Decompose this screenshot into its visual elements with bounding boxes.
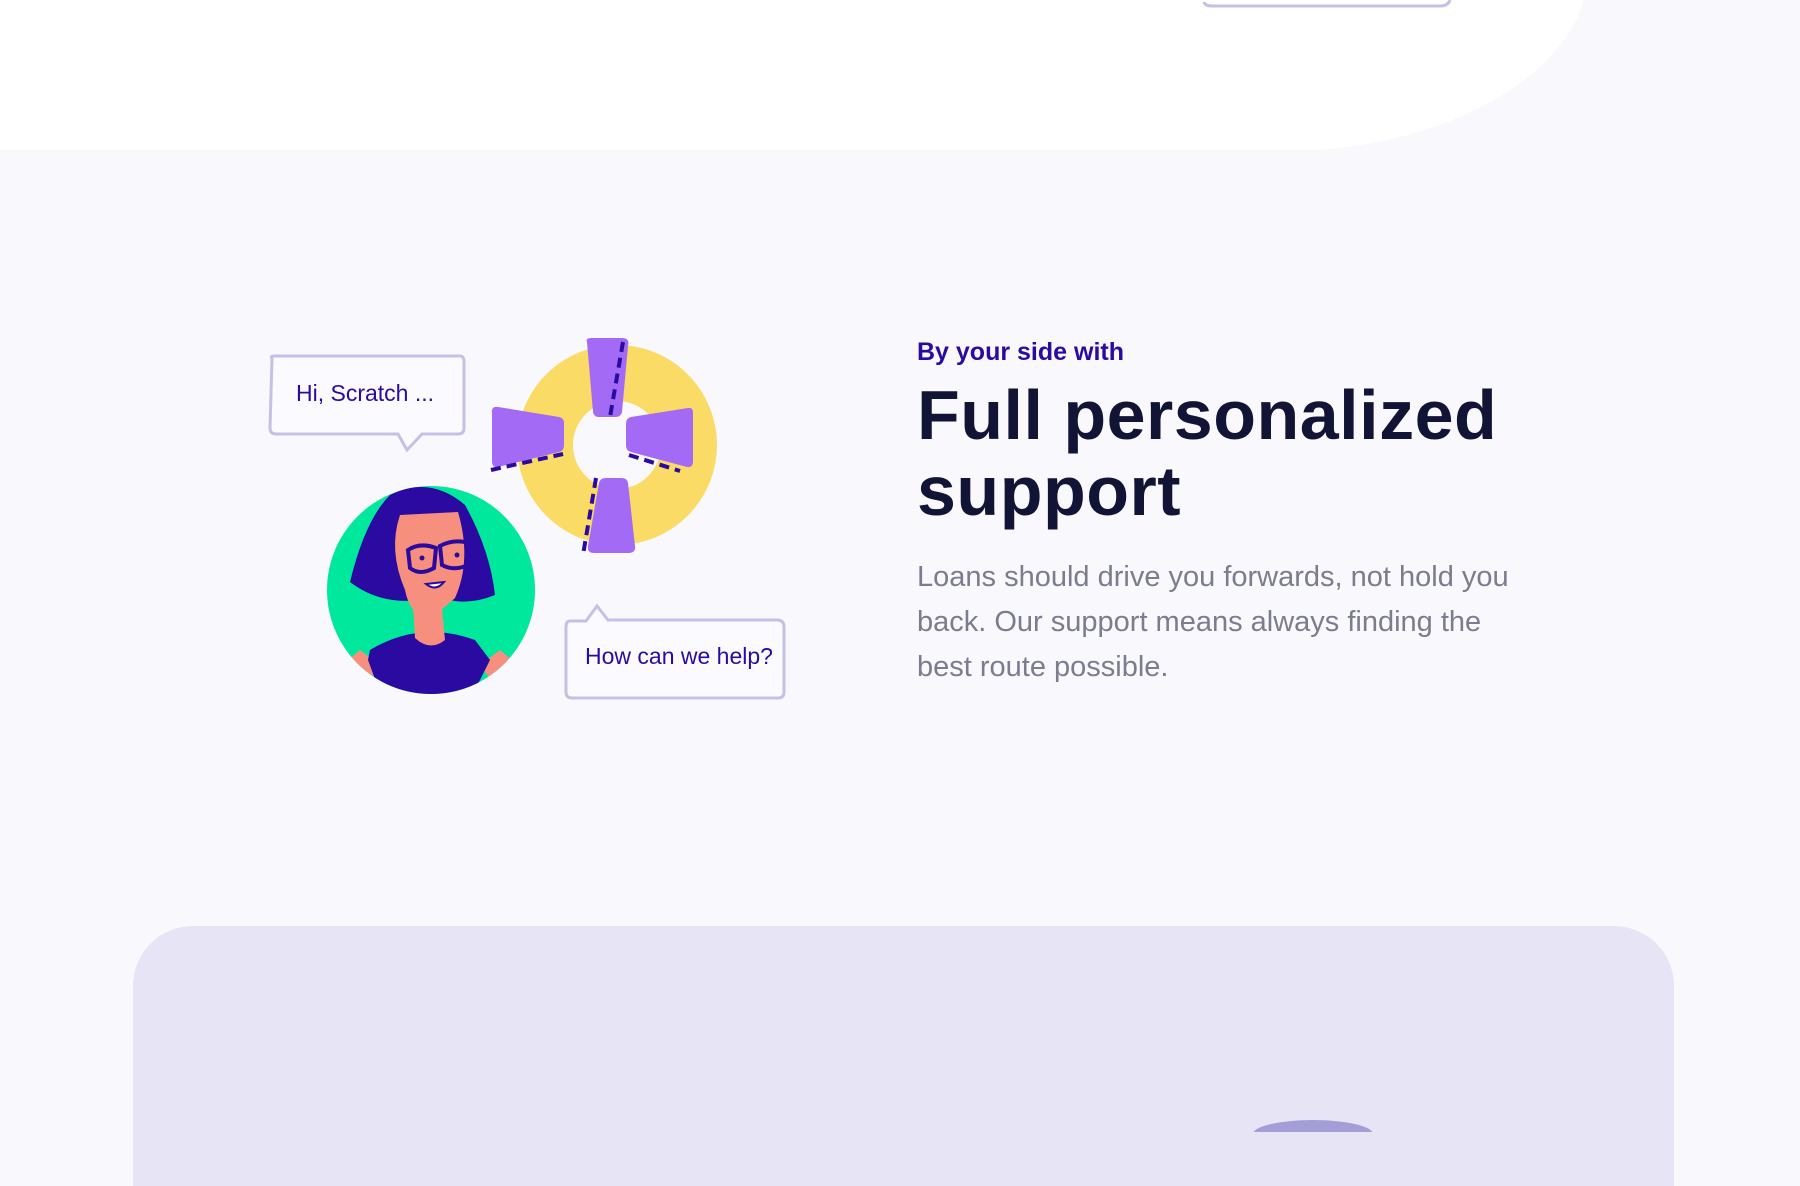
feature-text: By your side with Full personalized supp… [917,338,1617,690]
feature-description: Loans should drive you forwards, not hol… [917,561,1509,683]
feature-eyebrow: By your side with [917,338,1124,366]
speech-bubble-greeting [268,354,466,453]
heading-line-2: support [917,452,1182,530]
card-decoration [1253,1120,1373,1132]
support-illustration: Hi, Scratch ... How can we help? [250,320,810,720]
heading-line-1: Full personalized [917,376,1498,454]
speech-bubble-help [564,603,786,700]
support-agent-avatar [327,486,535,694]
lifebuoy-icon [490,338,717,556]
next-section-card [133,926,1674,1186]
help-text: How can we help? [585,643,773,669]
feature-heading: Full personalized support [917,377,1617,529]
top-section-background [0,0,1584,150]
greeting-text: Hi, Scratch ... [296,380,435,406]
